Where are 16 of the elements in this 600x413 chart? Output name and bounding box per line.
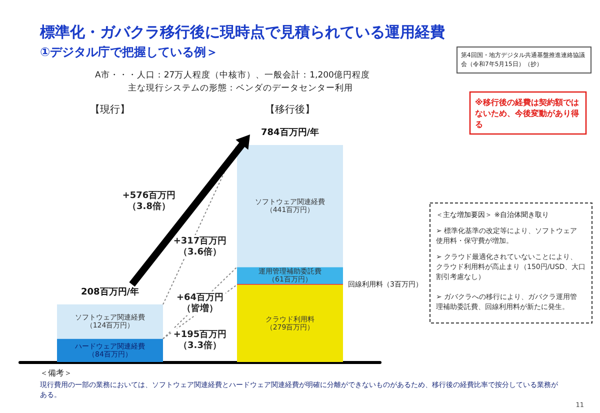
x-tick-label: 【現行】 [90,104,130,116]
annotation: +64百万円（皆増） [176,292,224,314]
bar [237,284,343,362]
annotation: +317百万円（3.6倍） [173,235,227,258]
total-label: 784百万円/年 [260,127,320,138]
text: ＜備考＞ [40,368,72,378]
x-tick-label: 【移行後】 [265,104,315,116]
total-label: 208百万円/年 [80,286,140,298]
text: ※移行後の経費は契約額ではないため、今後変動があり得る [475,98,579,129]
bar [57,304,163,339]
text: A市・・・人口：27万人程度（中核市）、一般会計：1,200億円程度 [95,70,370,80]
text: 主な現行システムの形態：ベンダのデータセンター利用 [128,82,353,94]
annotation: +195百万円（3.3倍） [173,328,227,351]
annotation: +576百万円（3.8倍） [122,190,176,212]
chart-subtitle: ①デジタル庁で把握している例＞ [40,45,218,59]
chart-title: 標準化・ガバクラ移行後に現時点で見積られている運用経費 [39,23,445,41]
